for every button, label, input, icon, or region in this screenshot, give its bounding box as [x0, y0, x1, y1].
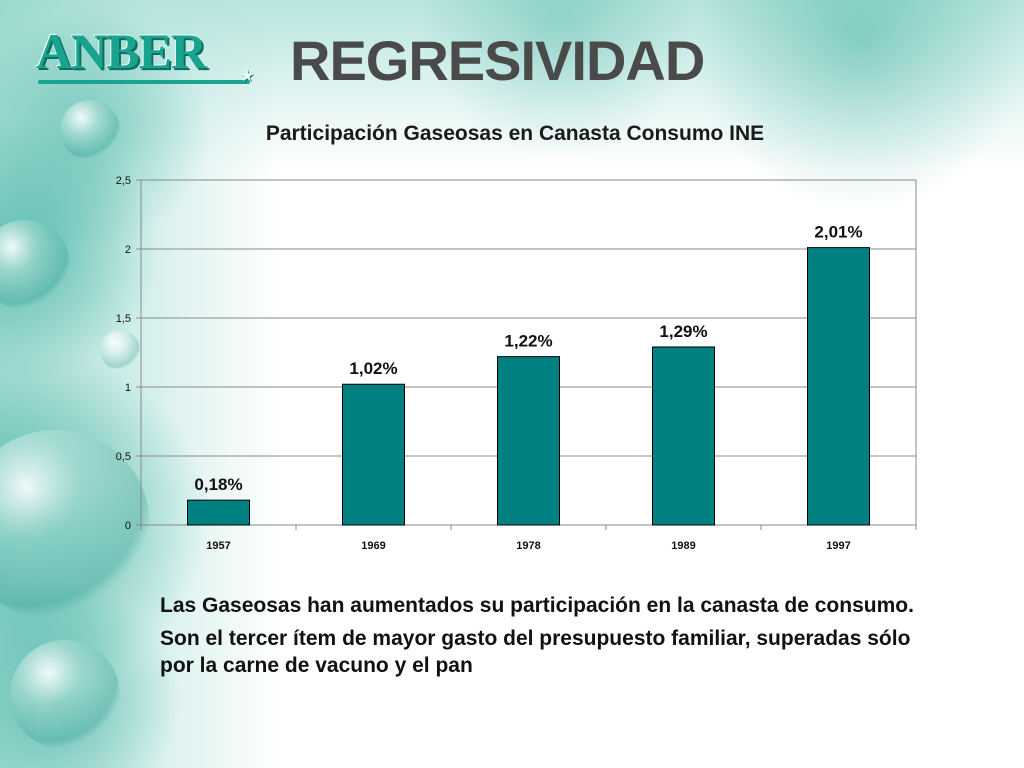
bar-1969: [342, 383, 405, 526]
x-tick-label: 1957: [206, 540, 230, 552]
y-tick-label: 0,5: [116, 451, 131, 463]
data-label-1957: 0,18%: [194, 475, 242, 494]
bullet-item: Son el tercer ítem de mayor gasto del pr…: [160, 627, 911, 677]
decorative-bubble: [60, 100, 120, 160]
bar-1978: [497, 356, 560, 526]
y-tick-label: 1: [125, 382, 131, 394]
decorative-bubble: [10, 640, 120, 750]
bullet-item: Las Gaseosas han aumentados su participa…: [160, 594, 914, 617]
x-tick-label: 1997: [826, 540, 850, 552]
x-tick-label: 1989: [671, 540, 695, 552]
bullet-list: Las Gaseosas han aumentados su participa…: [160, 592, 920, 685]
chart-labels: 0 0,5 1 1,5 2 2,5 0,18% 1957 1,02% 1969 1,22% 1978 1…: [116, 175, 863, 552]
chart-bars: [187, 247, 870, 526]
data-label-1997: 2,01%: [814, 223, 862, 242]
bar-1989: [652, 346, 715, 526]
bar-1957: [187, 499, 250, 526]
slide-title: REGRESIVIDAD: [290, 29, 705, 92]
data-label-1969: 1,02%: [349, 359, 397, 378]
y-tick-label: 2: [125, 244, 131, 256]
star-icon: ★: [240, 68, 255, 85]
x-tick-label: 1969: [361, 540, 385, 552]
data-label-1989: 1,29%: [659, 322, 707, 341]
decorative-bubble: [100, 330, 140, 370]
y-tick-label: 1,5: [116, 313, 131, 325]
decorative-bubble: [0, 430, 150, 620]
y-tick-label: 0: [125, 520, 131, 532]
chart-title: Participación Gaseosas en Canasta Consum…: [265, 122, 765, 145]
anber-logo: ANBER ★: [36, 22, 256, 85]
logo-text: ANBER: [36, 23, 207, 79]
logo-underline: [38, 80, 250, 84]
y-tick-label: 2,5: [116, 175, 131, 187]
x-tick-label: 1978: [516, 540, 540, 552]
decorative-bubble: [0, 220, 70, 310]
bar-1997: [807, 247, 870, 526]
data-label-1978: 1,22%: [504, 332, 552, 351]
